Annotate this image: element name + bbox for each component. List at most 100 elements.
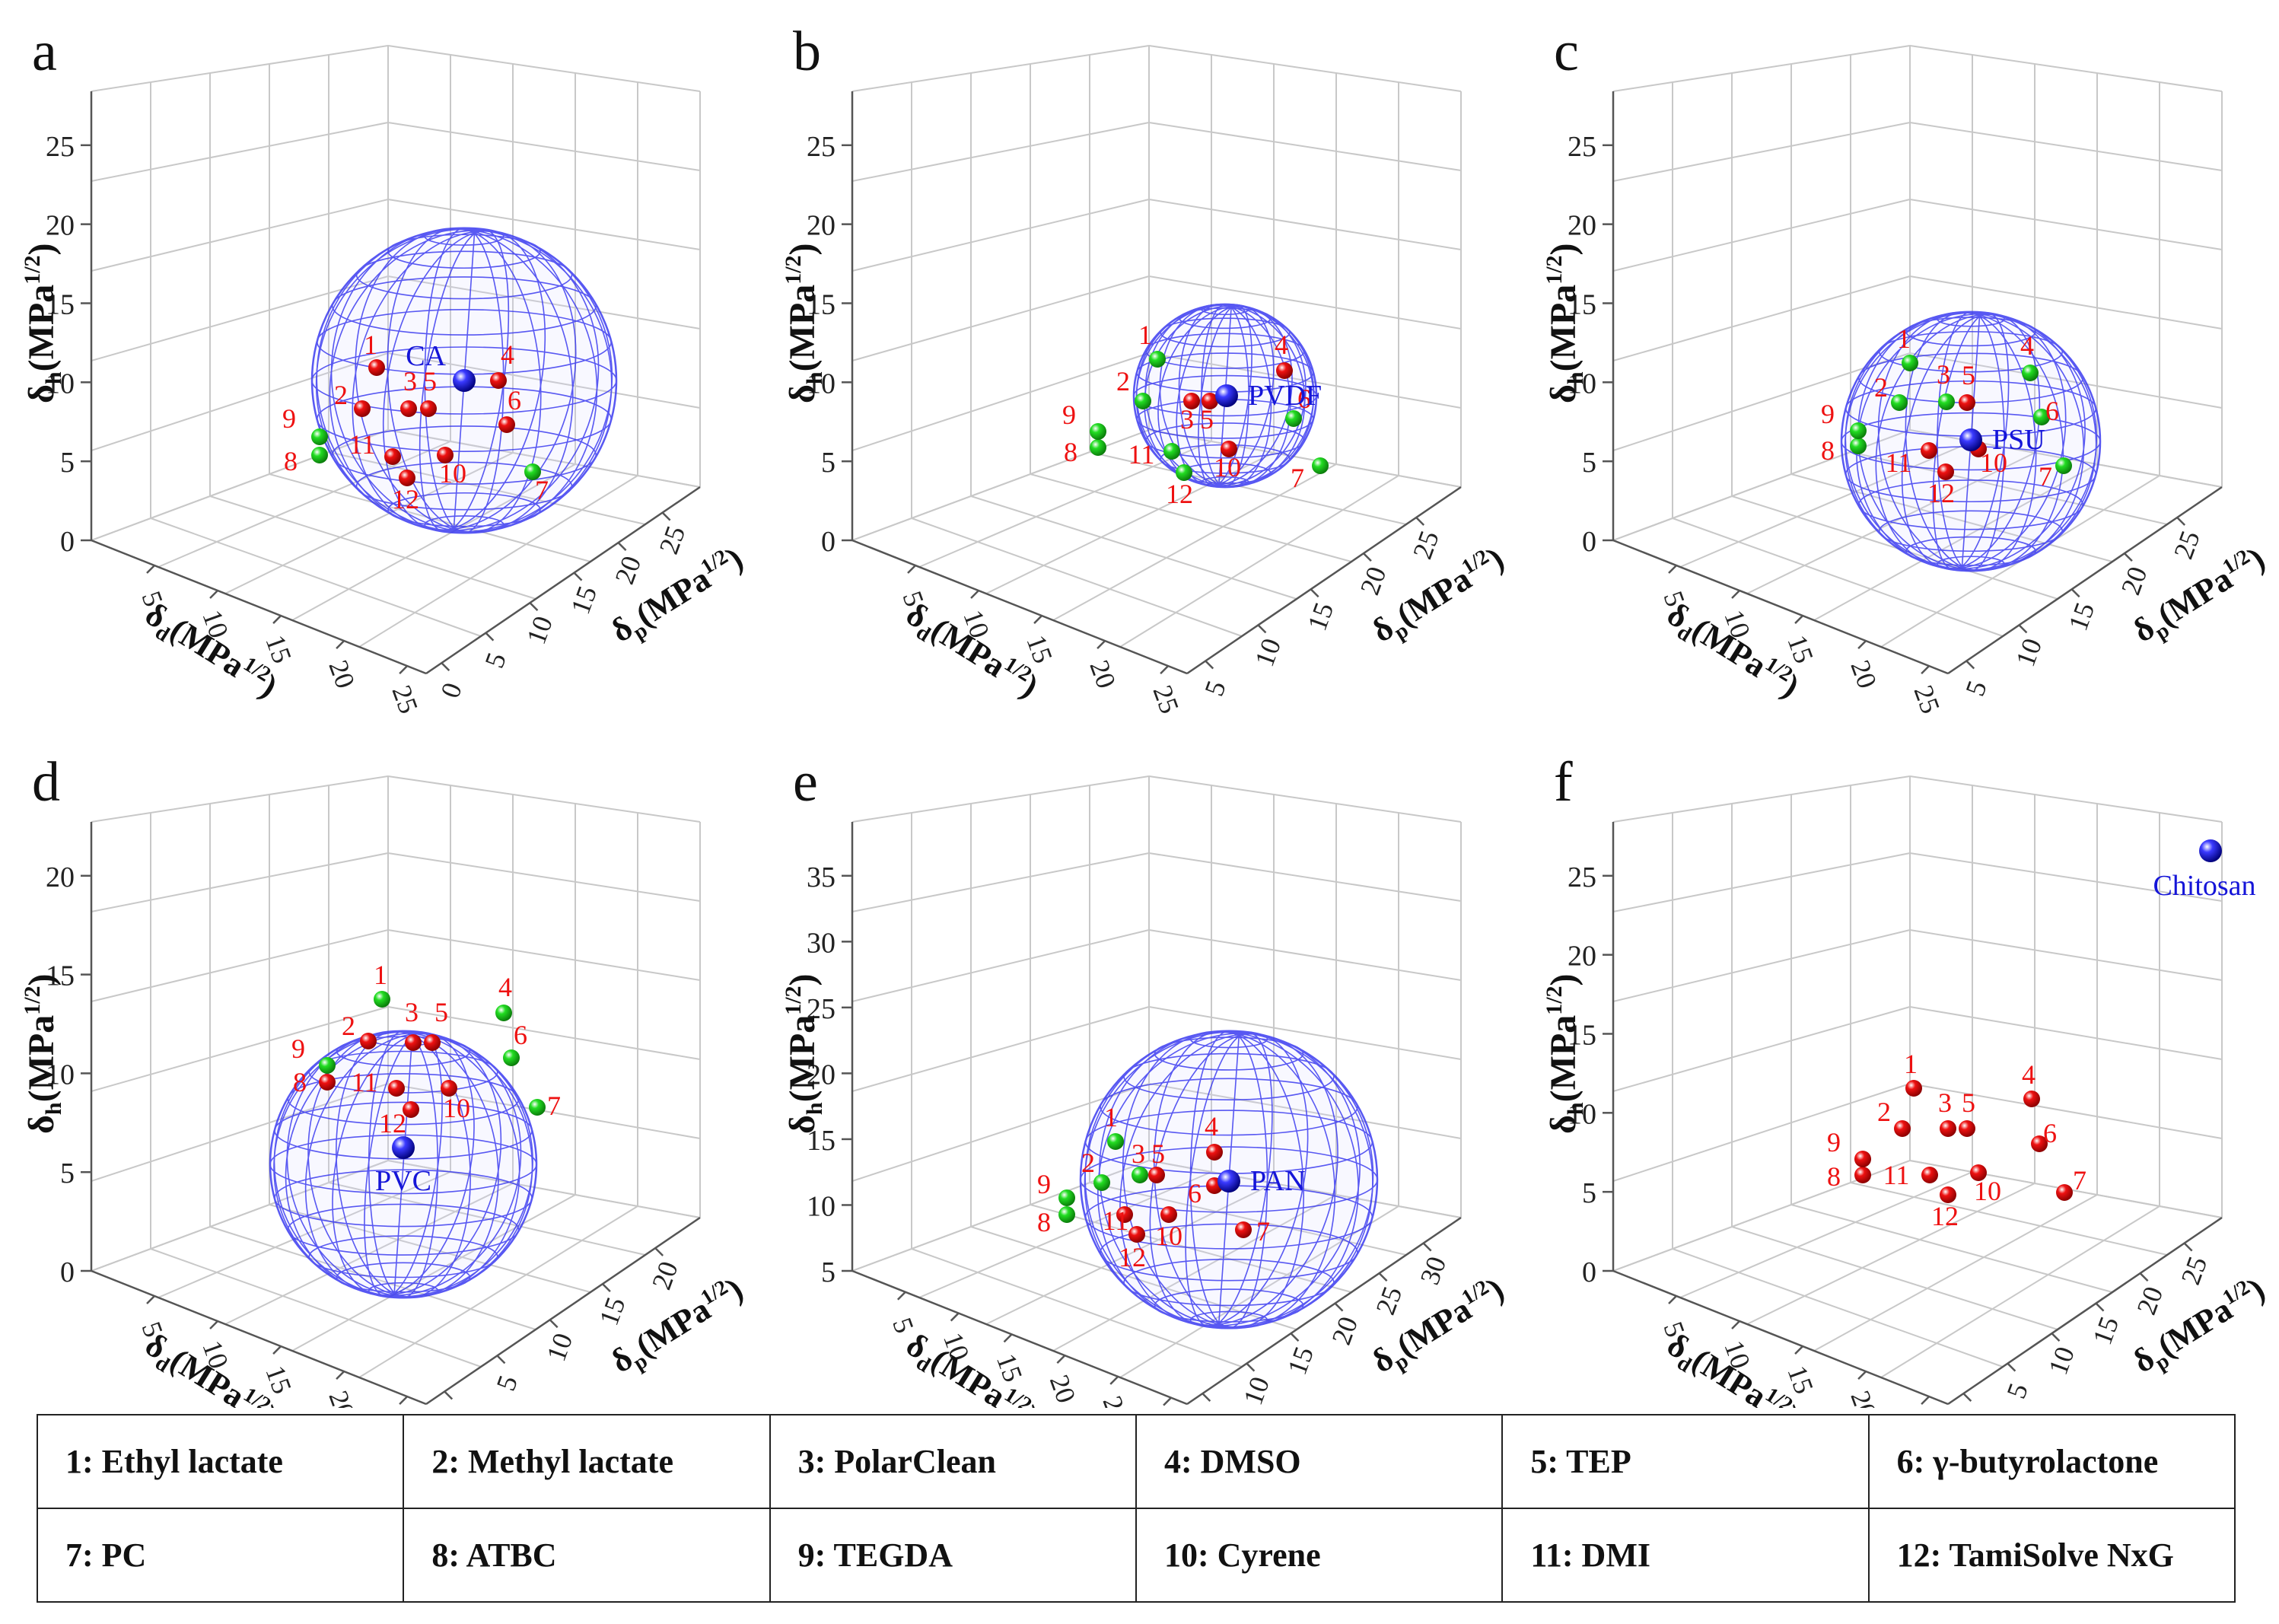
grid-line	[1030, 473, 1352, 562]
solvent-point-5	[1959, 394, 1975, 411]
solvent-label-3: 3	[1938, 1087, 1952, 1118]
solvent-label-2: 2	[334, 380, 348, 410]
grid-line	[1813, 1194, 2098, 1352]
grid-line	[91, 1006, 389, 1092]
p-tick	[1310, 588, 1319, 598]
grid-line	[387, 775, 701, 823]
grid-line	[1612, 775, 1911, 823]
x-tick	[1794, 615, 1803, 624]
z-tick-label: 0	[821, 526, 836, 558]
p-axis-label: δp(MPa1/2)	[1365, 539, 1513, 654]
x-axis-line	[91, 539, 427, 675]
p-tick-label: 15	[2062, 598, 2100, 635]
p-tick-label: 20	[1326, 1313, 1364, 1349]
p-tick-label: 10	[1237, 1373, 1275, 1408]
grid-line	[1672, 517, 2004, 637]
grid-line	[1612, 352, 1911, 451]
x-tick	[1160, 665, 1169, 674]
sphere-meridian	[1122, 1031, 1336, 1328]
panel-letter: d	[32, 751, 60, 814]
x-tick	[146, 565, 155, 574]
solvent-point-10	[437, 447, 454, 463]
p-tick-label: 20	[646, 1257, 684, 1294]
solvent-label-9: 9	[1827, 1127, 1841, 1157]
p-tick-label: 30	[1414, 1253, 1452, 1289]
z-axis-label-delta: δ	[782, 384, 823, 403]
solvent-label-6: 6	[2043, 1118, 2057, 1148]
grid-line	[387, 852, 701, 902]
solvent-point-5	[424, 1034, 441, 1051]
panel-letter: f	[1554, 751, 1573, 814]
z-axis-label-sub: h	[1563, 371, 1588, 384]
p-tick	[2007, 1362, 2016, 1372]
z-axis-label: δh(MPa1/2)	[781, 973, 827, 1134]
p-tick	[1363, 552, 1372, 562]
solvent-label-10: 10	[439, 458, 466, 489]
x-tick	[399, 665, 408, 674]
polymer-point	[2199, 839, 2222, 862]
solvent-point-8	[1854, 1167, 1871, 1183]
sphere-meridian	[1153, 1030, 1305, 1329]
x-tick-label: 25	[1097, 1392, 1135, 1408]
p-tick	[1202, 1393, 1211, 1403]
z-tick-label: 0	[60, 1256, 75, 1288]
grid-line	[91, 852, 389, 912]
p-tick-label: 10	[2010, 635, 2048, 671]
solvent-point-11	[1921, 442, 1937, 459]
solvent-label-1: 1	[1104, 1102, 1118, 1132]
grid-line	[851, 352, 1150, 451]
x-tick	[1794, 1345, 1803, 1355]
solvent-label-1: 1	[1904, 1049, 1918, 1079]
solvent-label-3: 3	[405, 997, 419, 1027]
legend-cell: 1: Ethyl lactate	[36, 1414, 405, 1509]
p-tick	[661, 511, 671, 521]
solvent-label-2: 2	[1874, 372, 1888, 403]
legend-cell: 3: PolarClean	[769, 1414, 1137, 1509]
grid-line	[1909, 352, 2223, 409]
grid-line	[387, 352, 701, 409]
polymer-label: PSU	[1992, 424, 2045, 456]
p-tick	[2051, 1333, 2061, 1342]
x-tick	[970, 590, 979, 599]
x-tick	[1003, 1333, 1013, 1343]
solvent-label-4: 4	[2022, 1059, 2036, 1090]
solvent-point-10	[441, 1080, 457, 1097]
grid-line	[1746, 452, 2036, 594]
legend-cell: 9: TEGDA	[769, 1508, 1137, 1603]
grid-line	[1119, 475, 1399, 648]
solvent-label-5: 5	[434, 997, 448, 1027]
z-axis-label-delta: δ	[782, 1115, 823, 1134]
z-axis-label-unit: (MPa	[1543, 285, 1584, 372]
solvent-label-7: 7	[535, 475, 549, 505]
solvent-point-1	[368, 359, 385, 376]
solvent-point-8	[311, 447, 328, 463]
p-tick-label: 20	[609, 552, 647, 588]
p-axis-line	[425, 1216, 701, 1406]
grid-line	[1909, 1006, 2223, 1060]
axes	[1603, 91, 2223, 675]
grid-line	[387, 275, 701, 330]
solvent-point-9	[311, 428, 328, 445]
grid-line	[1089, 451, 1407, 525]
p-tick-label: 0	[434, 679, 468, 702]
z-tick-label: 30	[807, 927, 836, 959]
solvent-point-8	[1850, 438, 1867, 454]
solvent-label-9: 9	[282, 403, 296, 434]
legend-cell: 6: γ-butyrolactone	[1867, 1414, 2236, 1509]
solvent-label-6: 6	[2045, 396, 2059, 426]
sphere-meridian	[387, 228, 542, 533]
solvent-label-11: 11	[349, 429, 376, 460]
grid-line	[1612, 199, 1911, 272]
z-tick-label: 5	[821, 1256, 836, 1288]
solvent-label-6: 6	[1297, 384, 1311, 414]
z-tick-label: 0	[1582, 526, 1596, 558]
z-tick-label: 20	[46, 210, 75, 242]
grid-line	[158, 441, 451, 568]
z-tick-label: 10	[807, 368, 836, 400]
grid-line	[209, 1226, 536, 1330]
p-tick-label: 10	[2042, 1342, 2080, 1379]
solvent-label-2: 2	[342, 1011, 355, 1041]
